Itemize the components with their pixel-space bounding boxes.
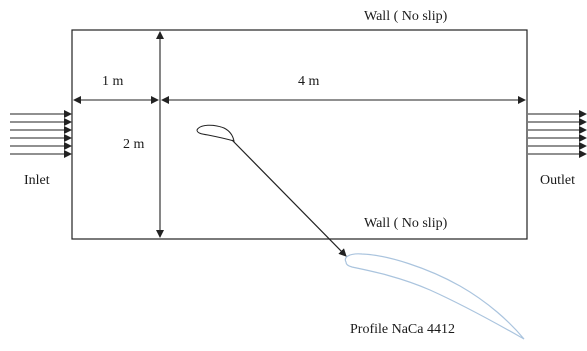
inlet-flow-arrows bbox=[10, 110, 72, 158]
airfoil-profile-enlarged bbox=[344, 253, 525, 340]
dimension-1m-label: 1 m bbox=[102, 74, 124, 89]
airfoil-small bbox=[196, 124, 235, 142]
dimension-4m-label: 4 m bbox=[298, 74, 320, 89]
wall-top-label: Wall ( No slip) bbox=[364, 9, 448, 24]
profile-label: Profile NaCa 4412 bbox=[350, 322, 455, 337]
domain-boundary bbox=[71, 29, 528, 240]
inlet-label: Inlet bbox=[24, 173, 50, 188]
outlet-flow-arrows bbox=[528, 110, 587, 158]
airfoil-leader-line bbox=[231, 139, 347, 257]
dimension-2m-label: 2 m bbox=[123, 137, 145, 152]
outlet-label: Outlet bbox=[540, 173, 575, 188]
wall-bottom-label: Wall ( No slip) bbox=[364, 216, 448, 231]
